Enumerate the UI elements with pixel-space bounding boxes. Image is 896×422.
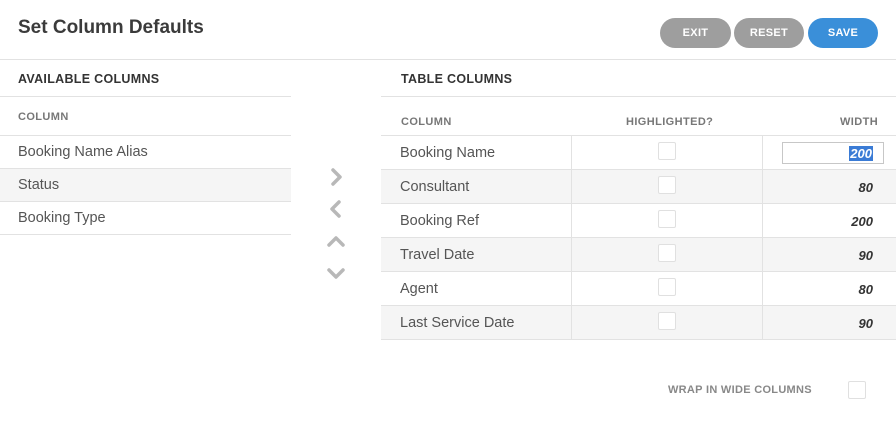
divider bbox=[0, 96, 291, 97]
wrap-columns-checkbox[interactable] bbox=[848, 381, 866, 399]
divider bbox=[571, 136, 572, 170]
width-value[interactable]: 200 bbox=[851, 213, 873, 229]
divider bbox=[381, 135, 896, 136]
reset-button[interactable]: RESET bbox=[734, 18, 804, 48]
divider bbox=[762, 272, 763, 306]
divider bbox=[571, 238, 572, 272]
divider bbox=[571, 204, 572, 238]
highlighted-checkbox[interactable] bbox=[658, 210, 676, 228]
column-name: Travel Date bbox=[400, 247, 475, 263]
width-value[interactable]: 90 bbox=[858, 315, 873, 331]
available-item[interactable]: Status bbox=[0, 169, 291, 202]
wrap-columns-label: WRAP IN WIDE COLUMNS bbox=[668, 384, 812, 396]
available-column-header: COLUMN bbox=[18, 111, 69, 123]
divider bbox=[762, 238, 763, 272]
highlighted-header: HIGHLIGHTED? bbox=[626, 116, 714, 128]
table-column-header: COLUMN bbox=[401, 116, 452, 128]
width-value[interactable]: 80 bbox=[858, 179, 873, 195]
divider bbox=[0, 135, 291, 136]
available-item-label: Booking Type bbox=[18, 210, 106, 226]
highlighted-checkbox[interactable] bbox=[658, 312, 676, 330]
highlighted-checkbox[interactable] bbox=[658, 278, 676, 296]
move-right-button[interactable] bbox=[323, 164, 349, 190]
divider bbox=[571, 170, 572, 204]
width-input-value: 200 bbox=[849, 145, 873, 161]
table-row[interactable]: Booking Name 200 bbox=[381, 136, 896, 170]
available-item-label: Status bbox=[18, 177, 60, 193]
chevron-left-icon bbox=[330, 200, 341, 218]
move-left-button[interactable] bbox=[323, 196, 349, 222]
highlighted-checkbox[interactable] bbox=[658, 176, 676, 194]
divider bbox=[762, 136, 763, 170]
divider bbox=[762, 204, 763, 238]
table-row[interactable]: Booking Ref 200 bbox=[381, 204, 896, 238]
exit-button[interactable]: EXIT bbox=[660, 18, 731, 48]
column-name: Last Service Date bbox=[400, 315, 515, 331]
width-header: WIDTH bbox=[840, 116, 879, 128]
divider bbox=[381, 96, 896, 97]
highlighted-checkbox[interactable] bbox=[658, 244, 676, 262]
highlighted-checkbox[interactable] bbox=[658, 142, 676, 160]
available-columns-title: AVAILABLE COLUMNS bbox=[18, 72, 160, 86]
width-value[interactable]: 90 bbox=[858, 247, 873, 263]
move-down-button[interactable] bbox=[323, 260, 349, 286]
chevron-up-icon bbox=[327, 236, 345, 247]
table-row[interactable]: Last Service Date 90 bbox=[381, 306, 896, 340]
available-item[interactable]: Booking Name Alias bbox=[0, 136, 291, 169]
column-name: Agent bbox=[400, 281, 438, 297]
available-item-label: Booking Name Alias bbox=[18, 144, 148, 160]
available-item[interactable]: Booking Type bbox=[0, 202, 291, 235]
chevron-right-icon bbox=[331, 168, 342, 186]
divider bbox=[762, 306, 763, 340]
width-value[interactable]: 80 bbox=[858, 281, 873, 297]
column-name: Booking Name bbox=[400, 145, 496, 161]
header-bar: Set Column Defaults EXIT RESET SAVE bbox=[0, 0, 896, 60]
save-button[interactable]: SAVE bbox=[808, 18, 878, 48]
divider bbox=[571, 306, 572, 340]
column-name: Booking Ref bbox=[400, 213, 479, 229]
column-name: Consultant bbox=[400, 179, 470, 195]
divider bbox=[762, 170, 763, 204]
table-row[interactable]: Consultant 80 bbox=[381, 170, 896, 204]
table-row[interactable]: Agent 80 bbox=[381, 272, 896, 306]
table-row[interactable]: Travel Date 90 bbox=[381, 238, 896, 272]
divider bbox=[571, 272, 572, 306]
table-columns-title: TABLE COLUMNS bbox=[401, 72, 513, 86]
page-title: Set Column Defaults bbox=[18, 17, 204, 38]
move-up-button[interactable] bbox=[323, 229, 349, 255]
width-input[interactable]: 200 bbox=[782, 142, 884, 164]
chevron-down-icon bbox=[327, 268, 345, 279]
